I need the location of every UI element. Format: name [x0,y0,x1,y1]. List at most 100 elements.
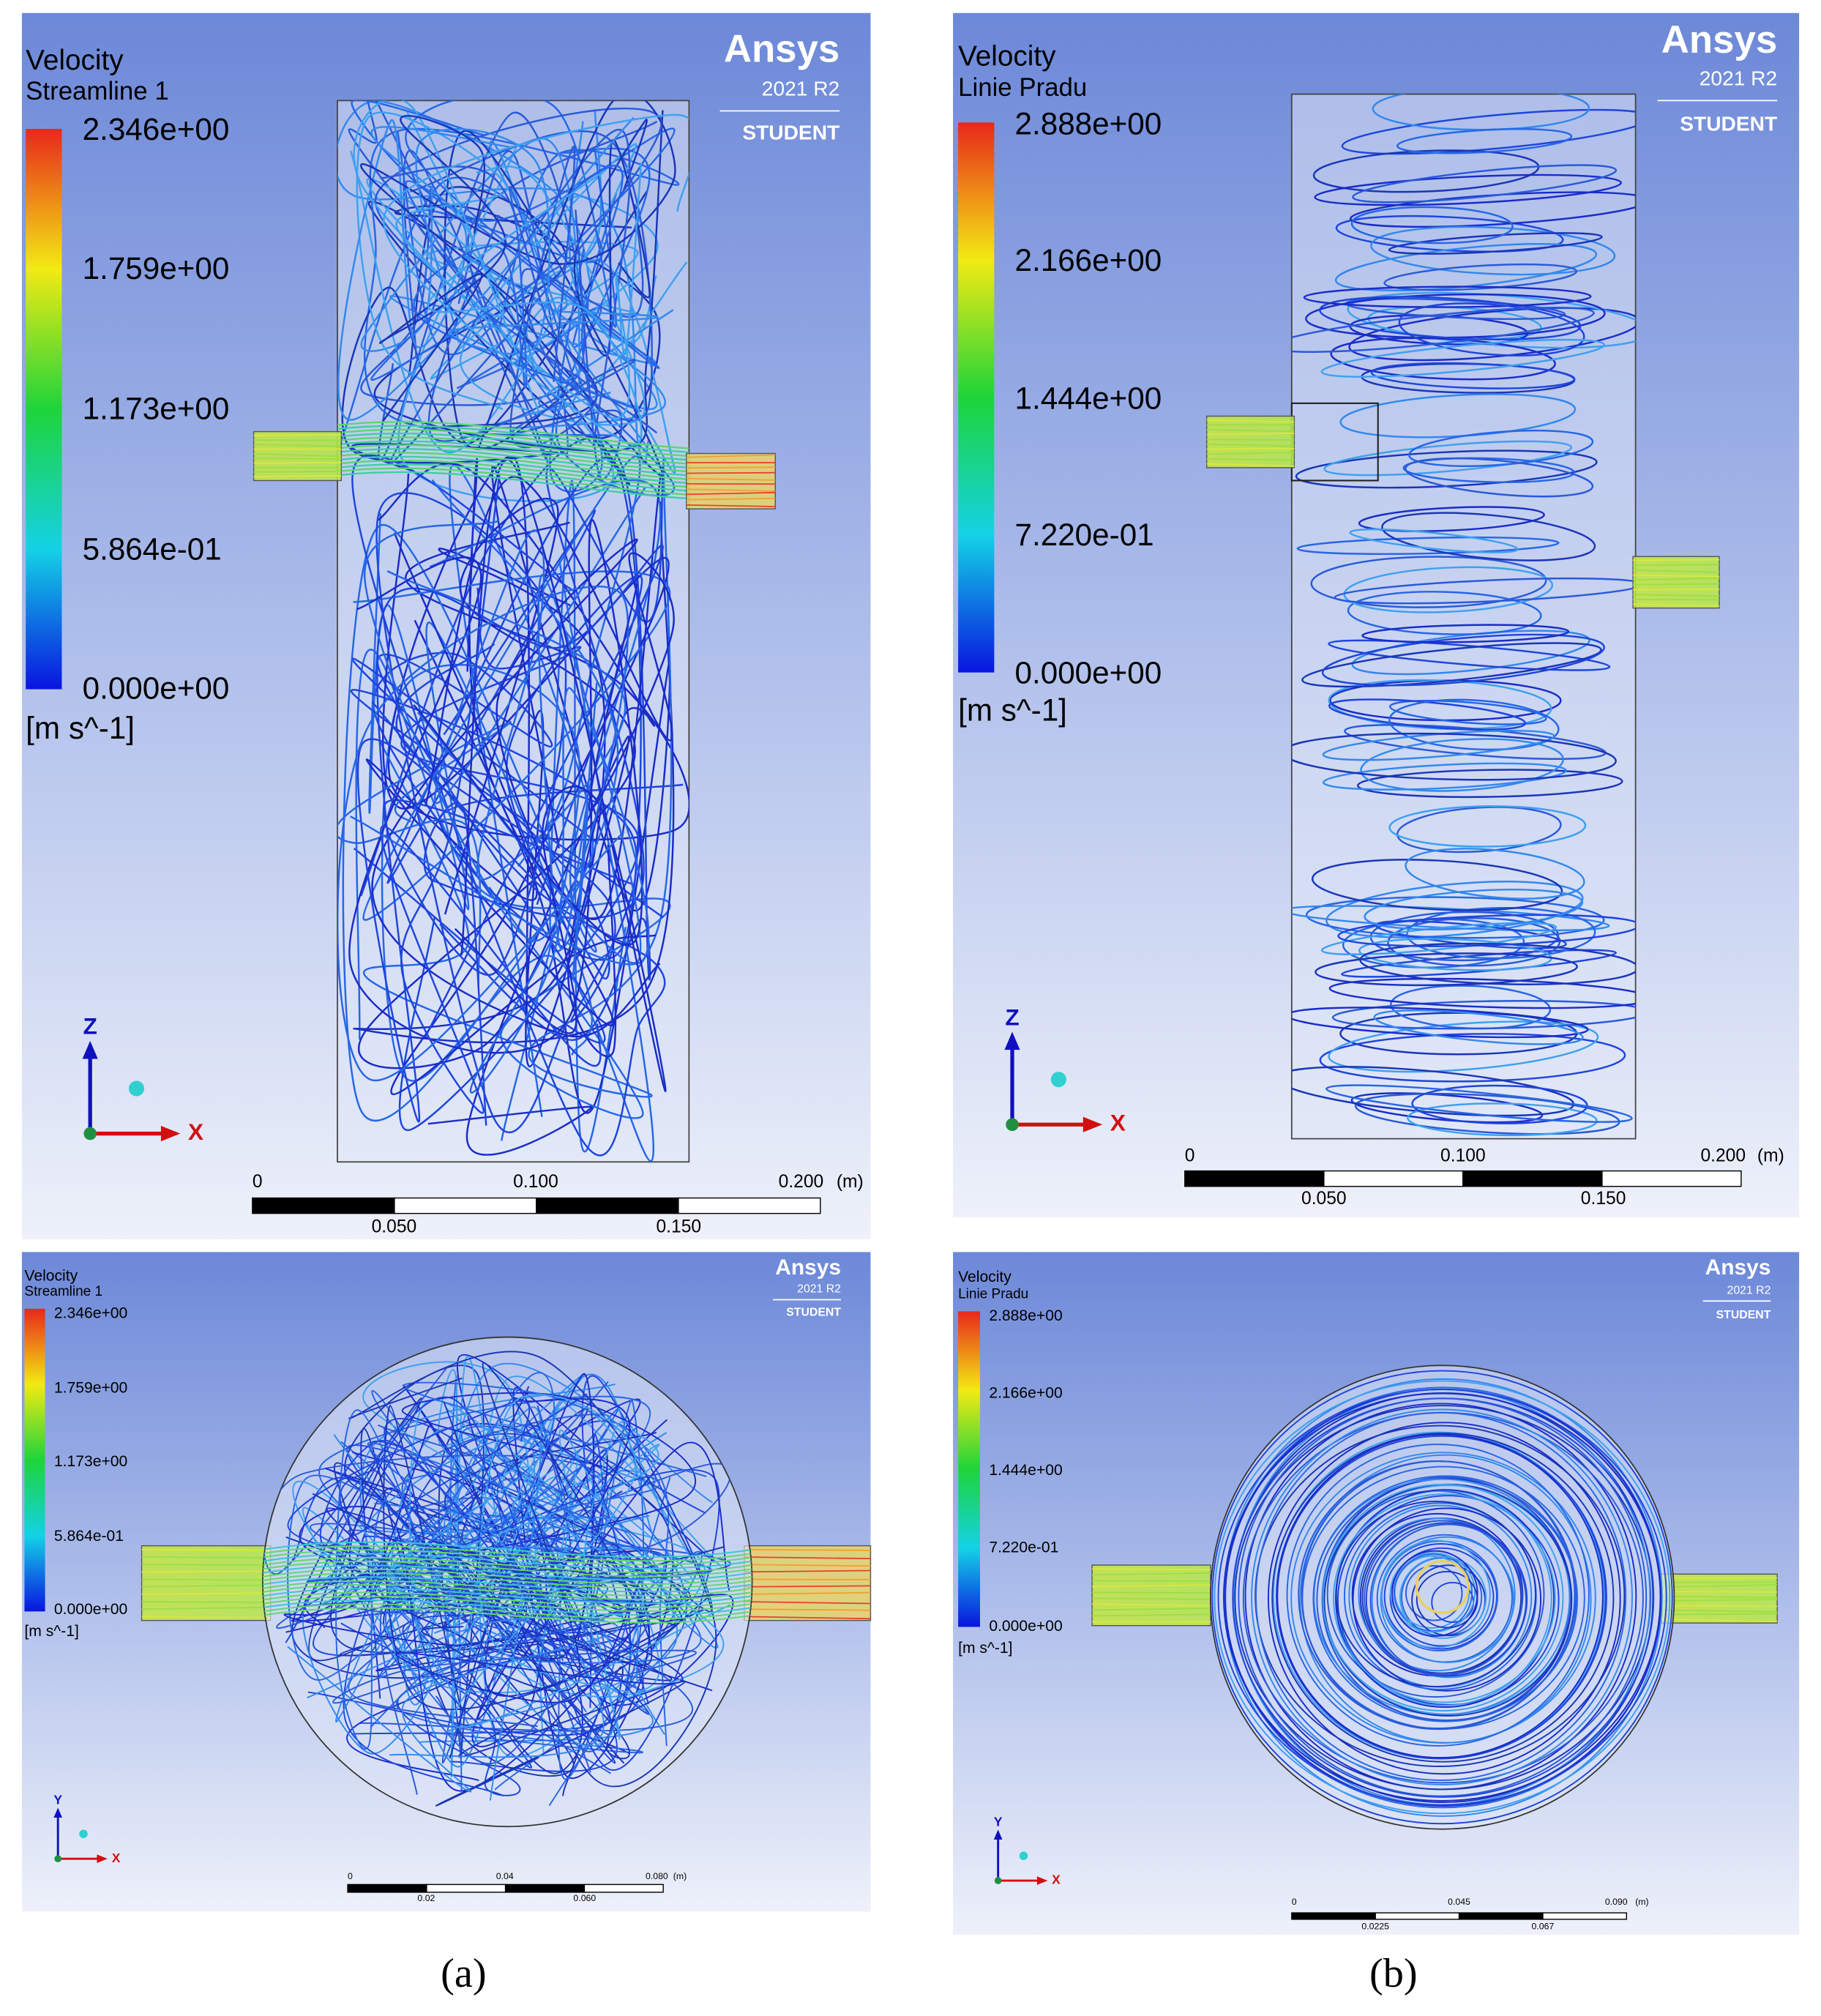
streamline [1303,285,1592,308]
scale-segment [1184,1170,1325,1187]
flow-domain [253,100,776,1163]
pipe-streamline [744,1591,871,1595]
streamline [262,1591,752,1608]
pipe [1661,1573,1778,1624]
streamline [1393,1553,1473,1632]
pipe-streamline [1092,1603,1211,1607]
scale-segment [252,1197,395,1214]
scale-label: 0.090 [1605,1897,1628,1907]
pipe-streamline [1206,458,1295,461]
scale-segment [1375,1912,1460,1920]
streamline [1356,769,1623,799]
pipe-streamline [141,1556,271,1558]
scale-segment [536,1197,679,1214]
streamline [360,1386,575,1777]
logo-version: 2021 R2 [762,78,840,100]
color-bar-label: 0.000e+00 [989,1618,1062,1635]
pipe-streamline [1206,429,1295,433]
streamline [1251,1408,1633,1785]
caption: (b) [1369,1951,1418,1996]
scale-label: 0.150 [656,1217,701,1237]
logo-version: 2021 R2 [1700,67,1777,90]
streamline [1405,457,1594,498]
streamline [356,544,664,1123]
streamline [1352,164,1618,204]
streamline [427,709,630,1156]
streamline [1388,700,1547,725]
logo-brand: Ansys [775,1255,841,1280]
streamline [348,519,643,1054]
streamline [1364,889,1584,930]
pipe-streamline [1206,444,1295,447]
legend-unit: [m s^-1] [24,1623,78,1640]
streamline [472,1426,713,1580]
logo-version: 2021 R2 [1727,1284,1771,1296]
streamline [1407,1102,1598,1137]
scale-label: 0 [253,1172,263,1192]
logo-edition: STUDENT [742,122,840,144]
color-bar-label: 1.444e+00 [989,1462,1062,1479]
scale-label: 0.100 [1440,1146,1486,1166]
color-bar-label: 1.173e+00 [83,392,230,426]
streamline [1331,1000,1636,1030]
streamline [1350,206,1514,244]
streamline [383,1405,683,1759]
color-bar-label: 5.864e-01 [83,531,222,566]
streamline [262,1549,752,1566]
pipe-streamline [686,477,776,481]
streamline [1406,906,1596,960]
streamline [262,1545,752,1562]
axis-label: Z [1005,1004,1019,1030]
streamline [1341,108,1636,155]
streamline [262,1580,752,1597]
scale-unit: (m) [1757,1146,1784,1166]
streamline [337,1424,611,1774]
streamline [1325,881,1584,938]
streamline [1322,1483,1564,1711]
streamline [1320,922,1557,956]
streamline [1328,639,1611,671]
scale-label: 0.050 [372,1217,417,1237]
pipe-streamline [1661,1595,1778,1599]
scale-unit: (m) [673,1871,687,1881]
streamline [1358,1517,1516,1672]
streamline [337,432,689,461]
pipe-streamline [744,1608,871,1611]
pipe-streamline [1206,438,1295,441]
streamline [337,444,689,473]
legend-unit: [m s^-1] [958,1640,1012,1657]
legend-title: Velocity [958,41,1056,72]
pipe-streamline [1206,463,1295,467]
pipe-streamline [744,1601,871,1605]
pipe-streamline [1092,1572,1211,1576]
streamline [368,201,661,439]
streamline [1373,1009,1584,1045]
streamline [415,128,659,355]
streamline [1335,1501,1536,1688]
streamline [1388,698,1560,751]
streamline [382,473,670,1095]
streamline [1298,1460,1577,1729]
axis-arrow [1082,1116,1103,1132]
streamline [362,458,673,1098]
color-bar [958,122,995,673]
scale-segment [1323,1170,1464,1187]
streamline [1301,642,1602,688]
axis-origin [1006,1118,1019,1132]
pipe-streamline [1206,419,1295,423]
streamline [262,1603,752,1620]
axis-label: Y [53,1792,62,1807]
streamline [353,501,675,1044]
pipe-streamline [253,453,342,458]
color-bar-label: 7.220e-01 [1015,518,1154,552]
streamline [1314,173,1622,206]
streamline [1320,338,1606,378]
axis-label: Z [83,1013,97,1039]
logo-brand: Ansys [1705,1255,1771,1280]
streamline [1255,1411,1627,1781]
streamline [335,1406,605,1801]
flow-domain [141,1336,872,1828]
streamline [337,471,689,500]
